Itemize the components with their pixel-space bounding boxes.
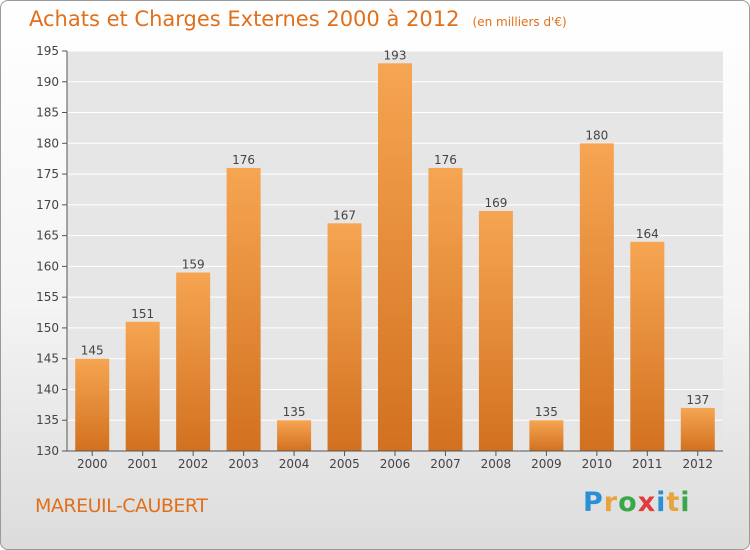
data-label: 135 [535,405,558,419]
x-tick-label: 2012 [682,457,713,471]
y-tick-label: 135 [36,413,59,427]
bar [428,167,463,451]
data-label: 176 [232,153,255,167]
bar [680,407,715,451]
y-tick-label: 170 [36,198,59,212]
bar [630,241,665,451]
data-label: 164 [636,227,659,241]
title-row: Achats et Charges Externes 2000 à 2012 (… [29,7,567,31]
y-tick-label: 180 [36,136,59,150]
bars: 145 151 159 176 135 167 193 176 169 135 180 164 137 [75,48,715,452]
x-tick-label: 2005 [329,457,360,471]
bar [327,223,362,451]
data-label: 135 [283,405,306,419]
chart-title: Achats et Charges Externes 2000 à 2012 [29,7,460,31]
y-axis: 130 135 140 145 150 155 160 165 170 175 180 185 190 1… [36,44,68,458]
bar [75,358,110,451]
y-tick-label: 185 [36,106,59,120]
bar [125,321,160,451]
logo-letter: t [666,487,681,518]
chart-unit: (en milliers d'€) [472,15,567,29]
y-tick-label: 195 [36,44,59,58]
logo-letter: P [583,487,604,518]
data-label: 167 [333,208,356,222]
x-tick-label: 2008 [481,457,512,471]
x-axis: 2000 2001 2002 2003 2004 2005 2006 2007 2008 2009… [67,450,723,471]
x-tick-label: 2010 [582,457,613,471]
x-tick-label: 2000 [77,457,108,471]
y-tick-label: 130 [36,444,59,458]
data-label: 137 [686,393,709,407]
y-tick-label: 145 [36,352,59,366]
logo-letter: x [637,487,657,518]
bar [378,63,412,452]
y-tick-label: 140 [36,382,59,396]
location-label: MAREUIL-CAUBERT [35,495,208,517]
x-tick-label: 2007 [430,457,461,471]
bar [176,272,211,451]
x-tick-label: 2009 [531,457,562,471]
y-tick-label: 175 [36,167,59,181]
y-tick-label: 160 [36,259,59,273]
logo-letter: i [656,487,667,518]
y-tick-label: 190 [36,75,59,89]
data-label: 193 [384,48,407,62]
bar [277,420,312,451]
x-tick-label: 2011 [632,457,663,471]
y-tick-label: 165 [36,229,59,243]
x-tick-label: 2003 [228,457,259,471]
data-label: 180 [585,128,608,142]
y-tick-label: 150 [36,321,59,335]
data-label: 176 [434,153,457,167]
proxiti-logo: Proxiti [583,487,691,518]
x-tick-label: 2001 [127,457,158,471]
logo-letter: r [603,487,619,518]
x-tick-label: 2006 [380,457,411,471]
data-label: 151 [131,307,154,321]
data-label: 169 [484,196,507,210]
bar [579,143,614,452]
x-tick-label: 2002 [178,457,209,471]
logo-letter: o [618,487,638,518]
data-label: 145 [81,344,104,358]
x-tick-label: 2004 [279,457,310,471]
bar [478,211,513,451]
y-tick-label: 155 [36,290,59,304]
bar [226,167,261,451]
logo-letter: i [680,487,691,518]
bar [529,420,564,451]
data-label: 159 [182,258,205,272]
